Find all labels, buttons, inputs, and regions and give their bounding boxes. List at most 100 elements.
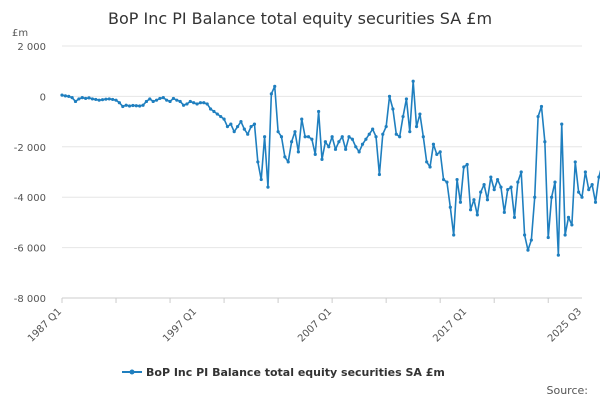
- data-point[interactable]: [198, 101, 203, 105]
- data-point[interactable]: [232, 130, 236, 134]
- data-point[interactable]: [70, 96, 74, 100]
- data-point[interactable]: [563, 233, 567, 237]
- data-point[interactable]: [310, 137, 314, 141]
- data-point[interactable]: [127, 104, 132, 108]
- data-point[interactable]: [67, 94, 71, 98]
- data-point[interactable]: [502, 210, 506, 214]
- data-point[interactable]: [367, 132, 371, 136]
- data-point[interactable]: [151, 99, 155, 104]
- data-point[interactable]: [263, 135, 267, 139]
- data-point[interactable]: [425, 160, 429, 164]
- data-point[interactable]: [178, 99, 182, 104]
- data-point[interactable]: [175, 98, 179, 102]
- data-point[interactable]: [168, 99, 172, 104]
- data-point[interactable]: [317, 109, 321, 114]
- data-point[interactable]: [371, 127, 375, 131]
- data-point[interactable]: [195, 102, 199, 106]
- data-point[interactable]: [313, 152, 317, 156]
- data-point[interactable]: [357, 150, 361, 154]
- data-point[interactable]: [256, 160, 260, 164]
- data-point[interactable]: [229, 122, 233, 126]
- data-point[interactable]: [583, 170, 587, 174]
- data-point[interactable]: [330, 135, 334, 139]
- data-point[interactable]: [560, 122, 564, 126]
- data-point[interactable]: [246, 132, 250, 136]
- data-point[interactable]: [428, 165, 432, 169]
- data-point[interactable]: [509, 185, 513, 189]
- data-point[interactable]: [414, 125, 419, 129]
- data-point[interactable]: [384, 125, 388, 129]
- data-point[interactable]: [111, 97, 115, 102]
- data-point[interactable]: [499, 185, 503, 189]
- data-point[interactable]: [77, 97, 81, 101]
- data-point[interactable]: [489, 175, 493, 179]
- data-point[interactable]: [418, 112, 422, 116]
- data-point[interactable]: [249, 125, 253, 129]
- data-point[interactable]: [87, 96, 91, 100]
- data-point[interactable]: [273, 84, 277, 88]
- data-point[interactable]: [479, 190, 483, 194]
- data-point[interactable]: [239, 120, 243, 124]
- data-point[interactable]: [327, 145, 331, 149]
- legend[interactable]: BoP Inc PI Balance total equity securiti…: [122, 366, 445, 379]
- data-point[interactable]: [205, 102, 209, 106]
- data-point[interactable]: [435, 152, 439, 156]
- data-point[interactable]: [144, 99, 149, 104]
- data-point[interactable]: [117, 101, 121, 105]
- data-point[interactable]: [161, 96, 165, 100]
- data-point[interactable]: [215, 112, 219, 116]
- data-point[interactable]: [556, 253, 560, 257]
- data-point[interactable]: [539, 104, 544, 109]
- data-point[interactable]: [431, 142, 436, 146]
- data-point[interactable]: [188, 99, 192, 104]
- data-point[interactable]: [259, 177, 263, 182]
- data-point[interactable]: [360, 142, 365, 146]
- data-point[interactable]: [448, 205, 452, 209]
- data-point[interactable]: [138, 104, 142, 108]
- data-point[interactable]: [573, 160, 577, 164]
- data-point[interactable]: [516, 180, 520, 184]
- data-point[interactable]: [114, 98, 118, 102]
- data-point[interactable]: [465, 162, 469, 167]
- data-point[interactable]: [398, 135, 402, 139]
- data-point[interactable]: [381, 132, 385, 136]
- data-point[interactable]: [104, 97, 108, 101]
- data-point[interactable]: [290, 140, 294, 144]
- data-point[interactable]: [337, 140, 341, 144]
- data-point[interactable]: [131, 103, 135, 108]
- data-point[interactable]: [100, 98, 105, 102]
- data-point[interactable]: [107, 97, 111, 101]
- data-point[interactable]: [347, 135, 351, 139]
- data-point[interactable]: [90, 97, 94, 101]
- data-point[interactable]: [323, 140, 327, 144]
- data-point[interactable]: [377, 172, 381, 177]
- data-point[interactable]: [94, 97, 98, 102]
- data-point[interactable]: [350, 137, 354, 141]
- data-point[interactable]: [208, 107, 213, 111]
- data-point[interactable]: [73, 99, 78, 104]
- data-point[interactable]: [590, 183, 594, 187]
- data-point[interactable]: [252, 122, 257, 126]
- data-point[interactable]: [354, 145, 358, 149]
- data-point[interactable]: [580, 195, 584, 199]
- data-point[interactable]: [269, 92, 273, 96]
- data-point[interactable]: [124, 103, 128, 107]
- data-point[interactable]: [566, 215, 571, 219]
- data-point[interactable]: [148, 97, 152, 101]
- data-point[interactable]: [185, 102, 189, 106]
- data-point[interactable]: [597, 175, 600, 179]
- data-point[interactable]: [445, 180, 449, 184]
- data-point[interactable]: [303, 135, 307, 139]
- data-point[interactable]: [577, 190, 581, 194]
- data-point[interactable]: [401, 114, 405, 119]
- data-point[interactable]: [300, 117, 304, 121]
- data-point[interactable]: [593, 200, 598, 204]
- data-point[interactable]: [344, 147, 348, 151]
- data-point[interactable]: [482, 183, 486, 187]
- data-point[interactable]: [523, 233, 527, 237]
- data-point[interactable]: [364, 137, 368, 141]
- data-point[interactable]: [546, 235, 550, 240]
- data-point[interactable]: [394, 132, 398, 136]
- data-point[interactable]: [242, 127, 246, 131]
- data-point[interactable]: [553, 180, 557, 184]
